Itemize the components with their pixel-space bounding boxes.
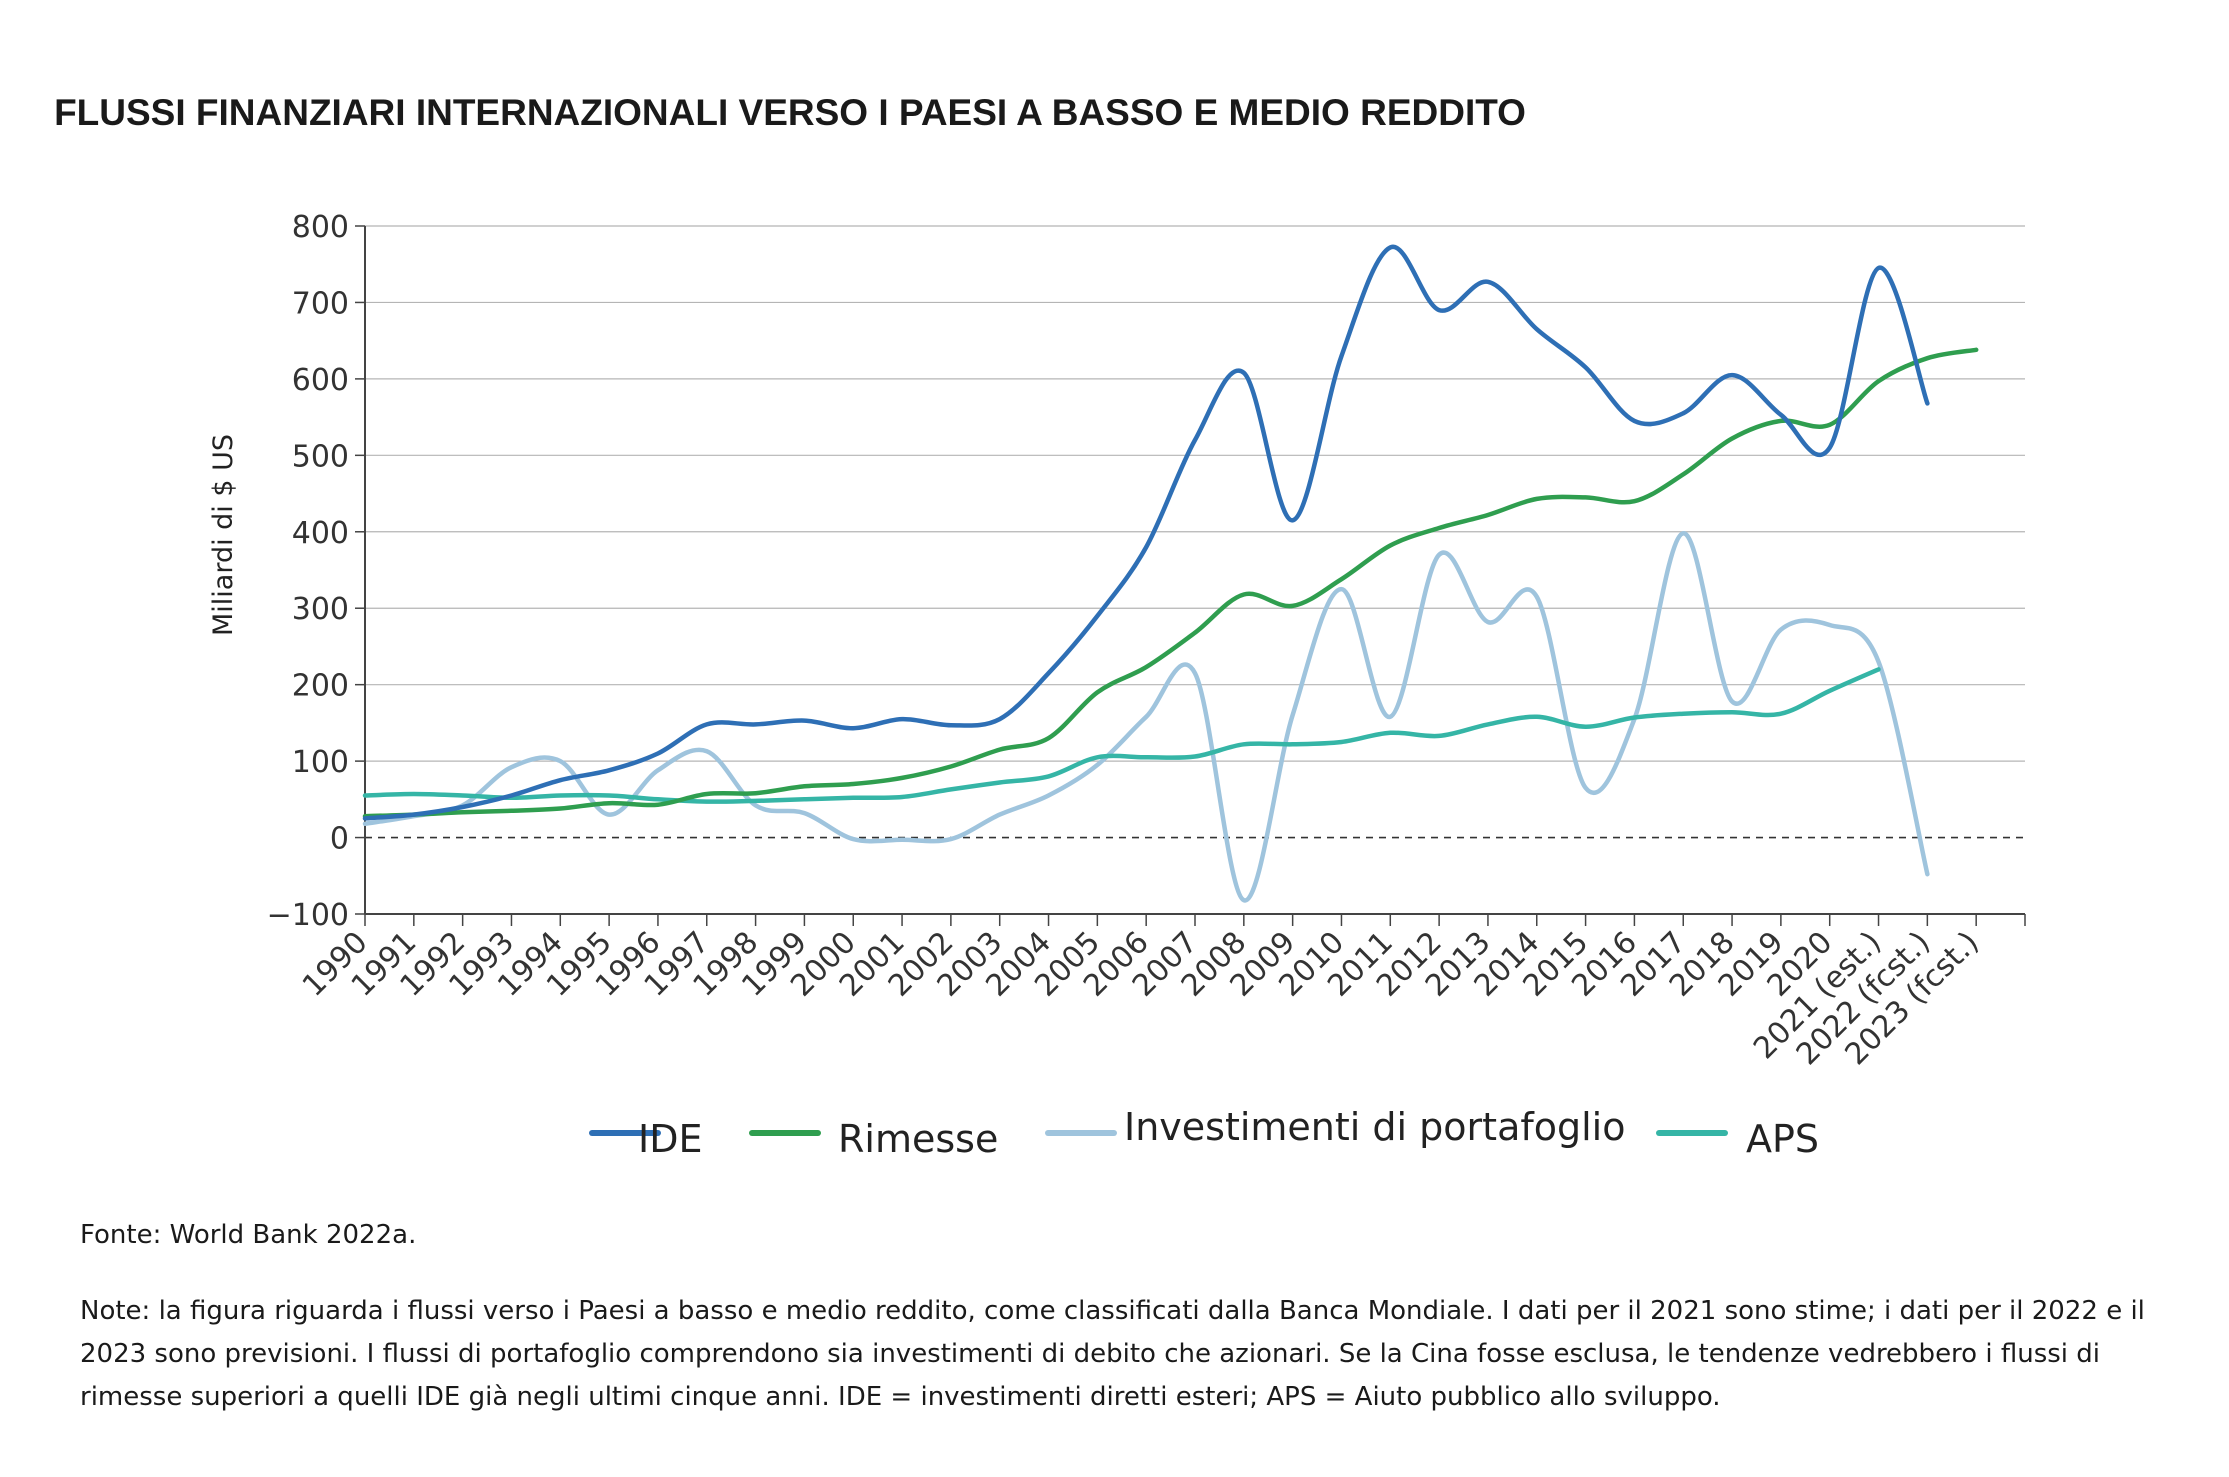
series-line-aps	[362, 667, 1881, 804]
legend-label: IDE	[638, 1117, 702, 1161]
y-tick-label: 300	[292, 592, 349, 627]
y-tick-label: 100	[292, 745, 349, 780]
legend-label: APS	[1746, 1117, 1819, 1161]
y-tick-label: −100	[267, 898, 349, 933]
source-note: Fonte: World Bank 2022a.	[80, 1220, 417, 1250]
series-line-ide	[362, 244, 1930, 821]
y-axis-ticks: −100 0 100 200 300 400 500 600 700 800	[267, 210, 365, 933]
chart-title: FLUSSI FINANZIARI INTERNAZIONALI VERSO I…	[54, 92, 1526, 133]
gridlines	[364, 225, 2025, 915]
series-line-investimenti-di-portafoglio	[362, 531, 1930, 903]
y-tick-label: 400	[292, 516, 349, 551]
footnote: Note: la figura riguarda i flussi verso …	[80, 1296, 2145, 1412]
y-tick-label: 600	[292, 363, 349, 398]
y-tick-label: 0	[330, 822, 349, 857]
y-tick-label: 500	[292, 439, 349, 474]
y-tick-label: 200	[292, 669, 349, 704]
series-line-rimesse	[362, 347, 1979, 819]
series-lines	[362, 244, 1979, 903]
x-axis-ticks: 1990199119921993199419951996199719981999…	[296, 914, 2026, 1072]
legend-label: Investimenti di portafoglio	[1124, 1105, 1625, 1149]
legend-label: Rimesse	[838, 1117, 998, 1161]
y-tick-label: 800	[292, 210, 349, 245]
y-axis-label: Miliardi di $ US	[208, 434, 239, 636]
y-tick-label: 700	[292, 286, 349, 321]
legend: IDE Rimesse Investimenti di portafoglio APS	[589, 1105, 1819, 1161]
